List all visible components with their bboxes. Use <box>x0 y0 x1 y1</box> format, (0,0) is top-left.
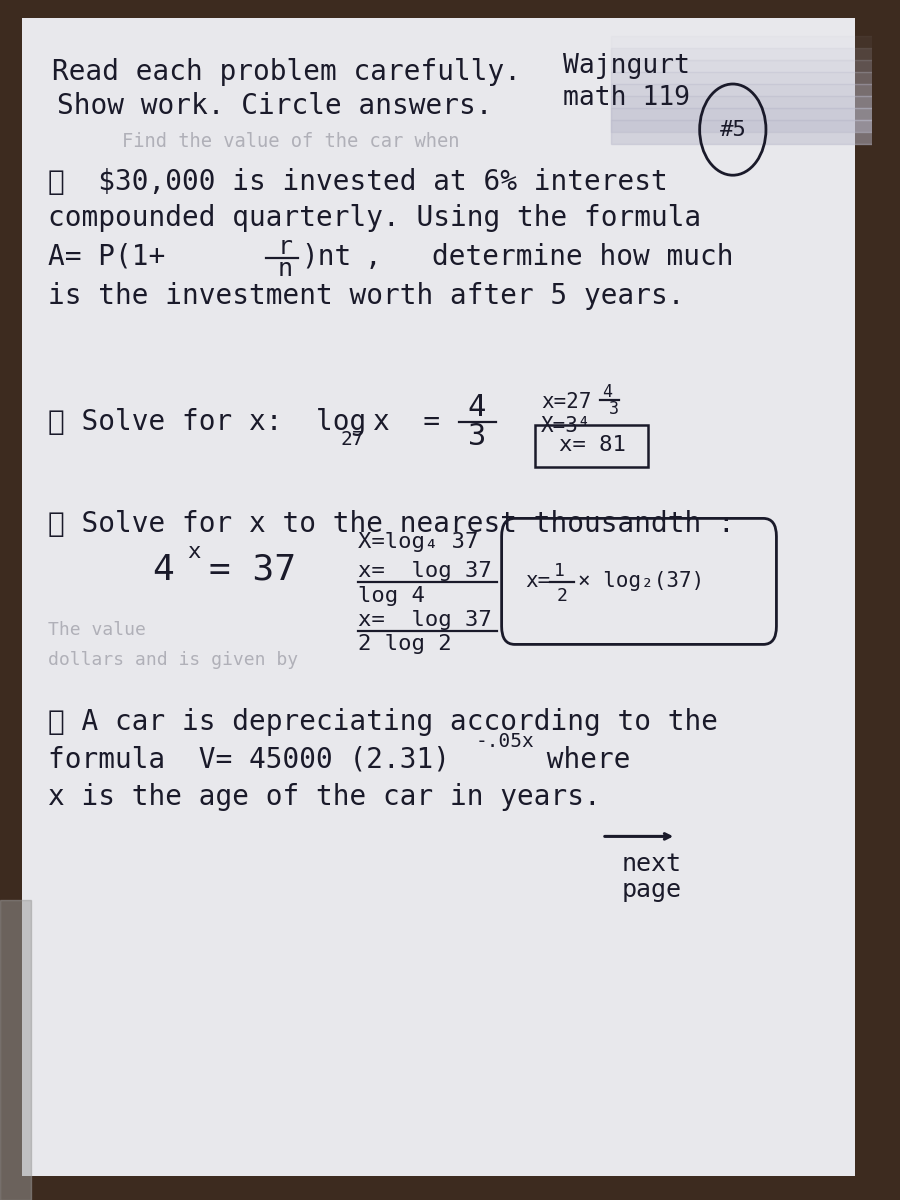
Text: ② Solve for x:  log: ② Solve for x: log <box>48 408 366 437</box>
Text: where: where <box>530 745 631 774</box>
Text: x= 81: x= 81 <box>559 436 626 455</box>
Bar <box>611 36 881 60</box>
Text: A= P(1+: A= P(1+ <box>48 242 166 271</box>
Text: x  =: x = <box>374 408 440 437</box>
Text: r: r <box>277 235 292 259</box>
Text: ④ A car is depreciating according to the: ④ A car is depreciating according to the <box>48 708 718 737</box>
Text: = 37: = 37 <box>210 553 296 587</box>
Bar <box>611 96 881 120</box>
Text: ③ Solve for x to the nearest thousandth :: ③ Solve for x to the nearest thousandth … <box>48 510 734 539</box>
FancyBboxPatch shape <box>535 425 648 467</box>
Text: formula  V= 45000 (2.31): formula V= 45000 (2.31) <box>48 745 450 774</box>
Text: 2: 2 <box>556 587 568 605</box>
Text: compounded quarterly. Using the formula: compounded quarterly. Using the formula <box>48 204 701 233</box>
Text: x: x <box>187 542 201 562</box>
Text: x=27: x=27 <box>541 392 591 412</box>
Text: Wajngurt: Wajngurt <box>562 53 689 79</box>
Text: 4: 4 <box>602 383 612 401</box>
Text: × log₂(37): × log₂(37) <box>579 571 705 590</box>
Text: ,   determine how much: , determine how much <box>364 242 734 271</box>
Text: Read each problem carefully.: Read each problem carefully. <box>52 58 521 86</box>
Text: is the investment worth after 5 years.: is the investment worth after 5 years. <box>48 282 685 311</box>
Bar <box>611 72 881 96</box>
Text: x=: x= <box>526 571 551 590</box>
Text: 27: 27 <box>340 430 364 449</box>
Text: #5: #5 <box>719 120 746 139</box>
Text: x is the age of the car in years.: x is the age of the car in years. <box>48 782 600 811</box>
Text: X=log₄ 37: X=log₄ 37 <box>357 533 478 552</box>
FancyBboxPatch shape <box>22 18 855 1176</box>
Text: math 119: math 119 <box>562 85 689 112</box>
Text: dollars and is given by: dollars and is given by <box>48 650 298 670</box>
FancyBboxPatch shape <box>501 518 777 644</box>
Text: )nt: )nt <box>301 242 351 271</box>
Text: n: n <box>277 257 292 281</box>
Text: log 4: log 4 <box>357 587 425 606</box>
Text: 4: 4 <box>468 394 486 422</box>
Text: -.05x: -.05x <box>475 732 535 751</box>
Text: Find the value of the car when: Find the value of the car when <box>122 132 460 151</box>
Text: The value: The value <box>48 622 146 638</box>
Bar <box>611 120 881 144</box>
Text: 3: 3 <box>609 400 619 418</box>
Text: 2 log 2: 2 log 2 <box>357 635 451 654</box>
Text: page: page <box>622 878 682 902</box>
Text: X=3⁴: X=3⁴ <box>541 416 591 436</box>
Bar <box>611 108 881 132</box>
Text: ①  $30,000 is invested at 6% interest: ① $30,000 is invested at 6% interest <box>48 168 668 197</box>
Text: next: next <box>622 852 682 876</box>
Bar <box>611 84 881 108</box>
Bar <box>611 60 881 84</box>
Text: 3: 3 <box>468 422 486 451</box>
Text: 4: 4 <box>153 553 175 587</box>
Text: Show work. Circle answers.: Show work. Circle answers. <box>57 91 492 120</box>
Text: 1: 1 <box>554 562 565 580</box>
Bar <box>0 900 31 1200</box>
Bar <box>611 48 881 72</box>
Text: x=  log 37: x= log 37 <box>357 562 491 581</box>
Text: x=  log 37: x= log 37 <box>357 611 491 630</box>
